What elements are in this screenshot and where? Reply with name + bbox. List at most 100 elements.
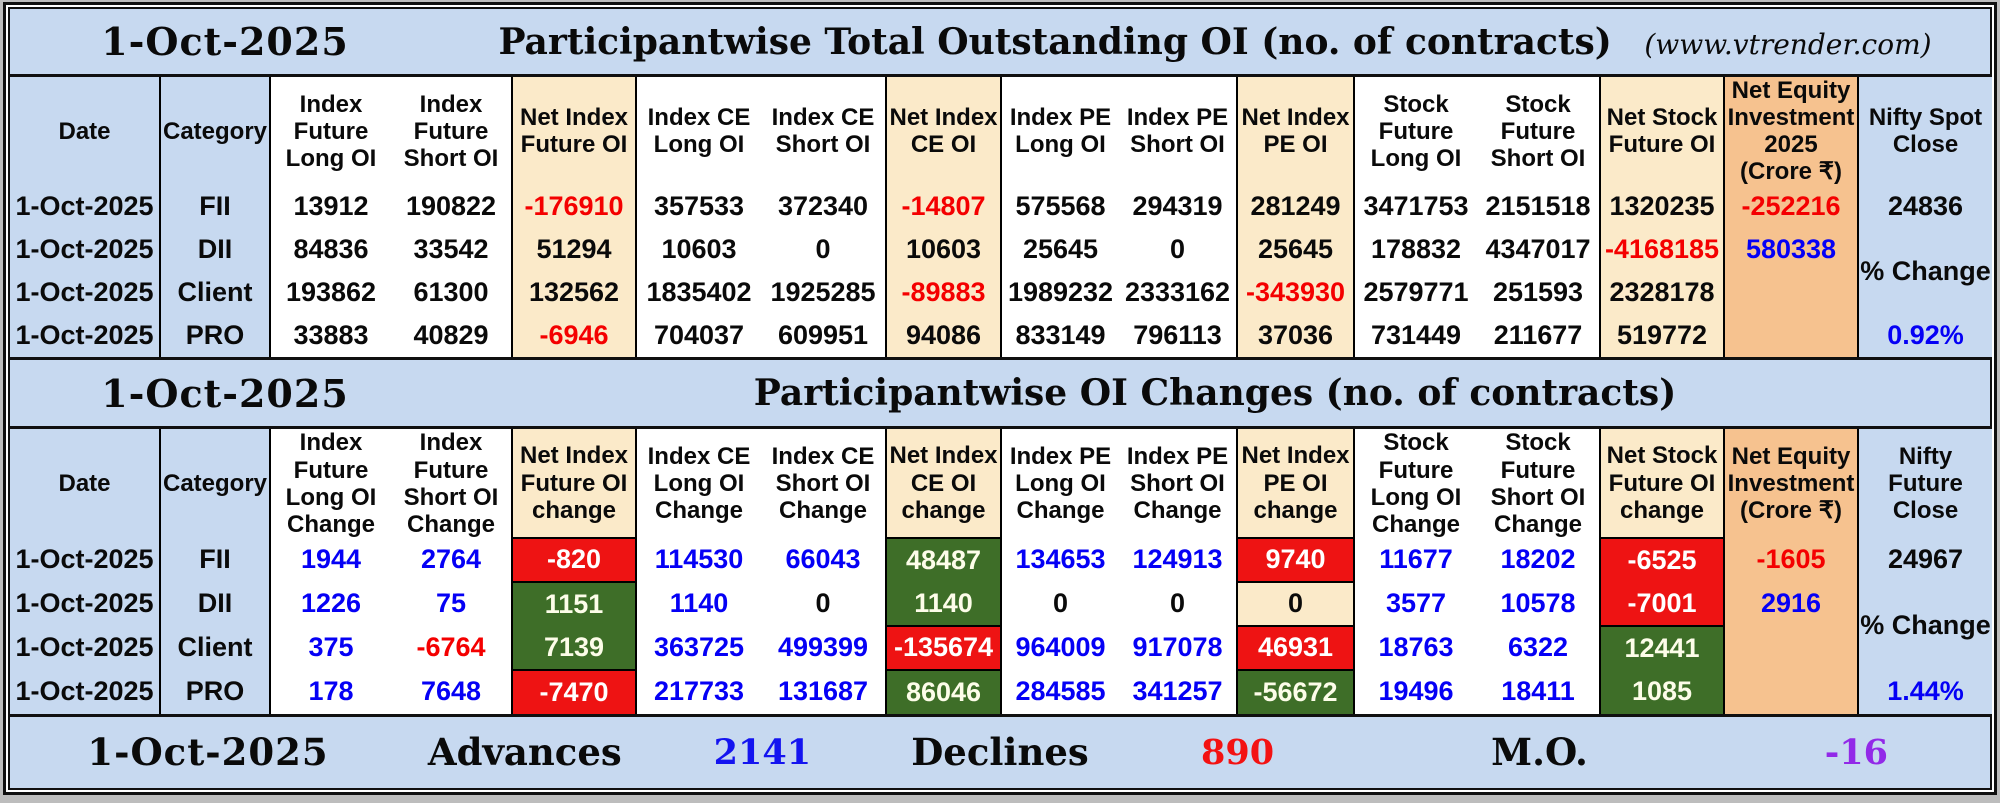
cell: 7648	[391, 669, 512, 714]
column-header: Net Index Future OI change	[511, 429, 636, 538]
cell: 37036	[1236, 314, 1354, 358]
cell: Client	[159, 271, 270, 315]
cell: 2916	[1723, 581, 1858, 626]
cell: 33542	[391, 228, 512, 272]
report-title-text: Participantwise OI Changes (no. of contr…	[753, 372, 1677, 415]
cell: 1226	[269, 581, 391, 626]
cell: 1140	[635, 581, 761, 626]
cell: 10603	[635, 228, 761, 272]
cell: 1989232	[1000, 271, 1119, 315]
cell: 84836	[269, 228, 391, 272]
column-header: Date	[10, 77, 160, 186]
cell: 1944	[269, 537, 391, 582]
cell: 1-Oct-2025	[10, 537, 160, 582]
cell: 2151518	[1477, 185, 1600, 229]
cell: 1-Oct-2025	[10, 625, 160, 670]
cell: 61300	[391, 271, 512, 315]
market-breadth-footer: 1-Oct-2025 Advances 2141 Declines 890 M.…	[10, 713, 1990, 788]
cell: 0	[1119, 581, 1237, 626]
cell: -7470	[511, 668, 636, 714]
cell: 1925285	[761, 271, 886, 315]
cell: -56672	[1236, 668, 1354, 714]
column-header: Category	[159, 77, 270, 186]
cell: 25645	[1000, 228, 1119, 272]
cell: 575568	[1000, 185, 1119, 229]
report-inner: 1-Oct-2025 Participantwise Total Outstan…	[8, 7, 1992, 790]
cell: 24836	[1857, 185, 1992, 229]
cell: 3577	[1353, 581, 1477, 626]
column-header: Nifty Future Close	[1857, 429, 1992, 538]
cell: 1-Oct-2025	[10, 581, 160, 626]
column-header: Net Stock Future OI	[1599, 77, 1724, 186]
column-header: Index PE Short OI	[1119, 77, 1237, 186]
cell: 40829	[391, 314, 512, 358]
cell: 294319	[1119, 185, 1237, 229]
cell: 211677	[1477, 314, 1600, 358]
column-header: Index PE Long OI Change	[1000, 429, 1119, 538]
cell: 7139	[511, 625, 636, 670]
cell: 731449	[1353, 314, 1477, 358]
report-title: Participantwise Total Outstanding OI (no…	[440, 21, 1990, 63]
advances-label: Advances	[427, 730, 622, 775]
cell: -14807	[885, 185, 1001, 229]
changes-title-bar: 1-Oct-2025 Participantwise OI Changes (n…	[10, 357, 1990, 430]
cell: 251593	[1477, 271, 1600, 315]
cell: 1-Oct-2025	[10, 314, 160, 358]
cell: 66043	[761, 537, 886, 582]
table-row: 1-Oct-2025 Client 193862 61300 132562 1835402…	[10, 271, 1992, 315]
cell	[1723, 271, 1858, 315]
column-header: Index Future Short OI	[391, 77, 512, 186]
mo-label: M.O.	[1491, 730, 1588, 775]
cell: 1-Oct-2025	[10, 228, 160, 272]
cell: 94086	[885, 314, 1001, 358]
cell: PRO	[159, 314, 270, 358]
column-header: Net Index Future OI	[511, 77, 636, 186]
column-header: Category	[159, 429, 270, 538]
cell: 580338	[1723, 228, 1858, 272]
cell: 1140	[885, 581, 1001, 626]
column-header: Index Future Long OI	[269, 77, 391, 186]
table-row: 1-Oct-2025 Client 375 -6764 7139 363725 499399…	[10, 624, 1992, 670]
cell: -89883	[885, 271, 1001, 315]
column-header: Net Index CE OI	[885, 77, 1001, 186]
cell: Client	[159, 625, 270, 670]
cell: 704037	[635, 314, 761, 358]
cell: 0	[761, 228, 886, 272]
cell: FII	[159, 537, 270, 582]
cell: 10603	[885, 228, 1001, 272]
cell: 2764	[391, 537, 512, 582]
cell: 357533	[635, 185, 761, 229]
cell: 6322	[1477, 625, 1600, 670]
pct-change-label: % Change	[1857, 581, 1992, 670]
declines-label: Declines	[911, 730, 1089, 775]
column-header: Index CE Short OI Change	[761, 429, 886, 538]
cell: 131687	[761, 669, 886, 714]
column-header: Index CE Short OI	[761, 77, 886, 186]
column-header: Net Equity Investment 2025 (Crore ₹)	[1723, 77, 1858, 186]
cell: 114530	[635, 537, 761, 582]
cell: -7001	[1599, 581, 1724, 626]
cell: 2328178	[1599, 271, 1724, 315]
column-header: Net Stock Future OI change	[1599, 429, 1724, 538]
column-header: Net Index CE OI change	[885, 429, 1001, 538]
cell: 917078	[1119, 625, 1237, 670]
cell: 25645	[1236, 228, 1354, 272]
cell	[1723, 625, 1858, 670]
column-header: Index PE Short OI Change	[1119, 429, 1237, 538]
cell: 0	[761, 581, 886, 626]
report-date: 1-Oct-2025	[101, 19, 349, 64]
cell	[1723, 669, 1858, 714]
cell: 2579771	[1353, 271, 1477, 315]
cell: 9740	[1236, 536, 1354, 582]
column-header: Stock Future Short OI	[1477, 77, 1600, 186]
column-header: Stock Future Long OI	[1353, 77, 1477, 186]
cell: 1-Oct-2025	[10, 271, 160, 315]
cell: 132562	[511, 271, 636, 315]
cell: 519772	[1599, 314, 1724, 358]
cell: 18763	[1353, 625, 1477, 670]
cell: 372340	[761, 185, 886, 229]
column-header: Index Future Long OI Change	[269, 429, 391, 538]
cell: 1151	[511, 580, 636, 626]
cell: 10578	[1477, 581, 1600, 626]
cell: -1605	[1723, 537, 1858, 582]
